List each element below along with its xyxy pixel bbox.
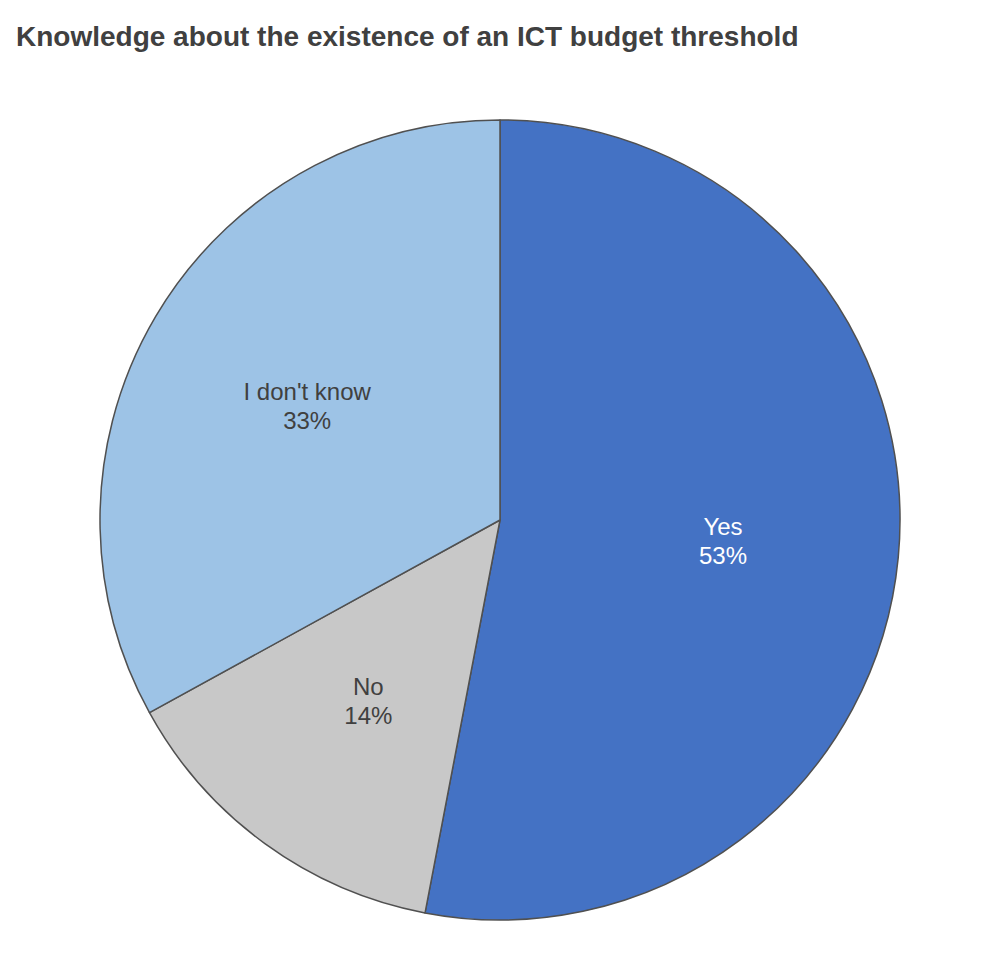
- pie-slice: [100, 120, 500, 713]
- data-label: 14%: [344, 702, 392, 729]
- background: [0, 0, 1000, 958]
- data-label: 33%: [283, 407, 331, 434]
- slice-label: No: [353, 673, 384, 700]
- pie-labels: Yes53% No14% I don't know33%: [244, 378, 747, 729]
- slice-label: Yes: [703, 513, 742, 540]
- data-label: 53%: [699, 542, 747, 569]
- title: Knowledge about the existence of an ICT …: [16, 21, 799, 52]
- chart-container: Knowledge about the existence of an ICT …: [0, 0, 1000, 958]
- chart-svg: Knowledge about the existence of an ICT …: [0, 0, 1000, 958]
- pie: [100, 120, 900, 920]
- slice-label: I don't know: [244, 378, 372, 405]
